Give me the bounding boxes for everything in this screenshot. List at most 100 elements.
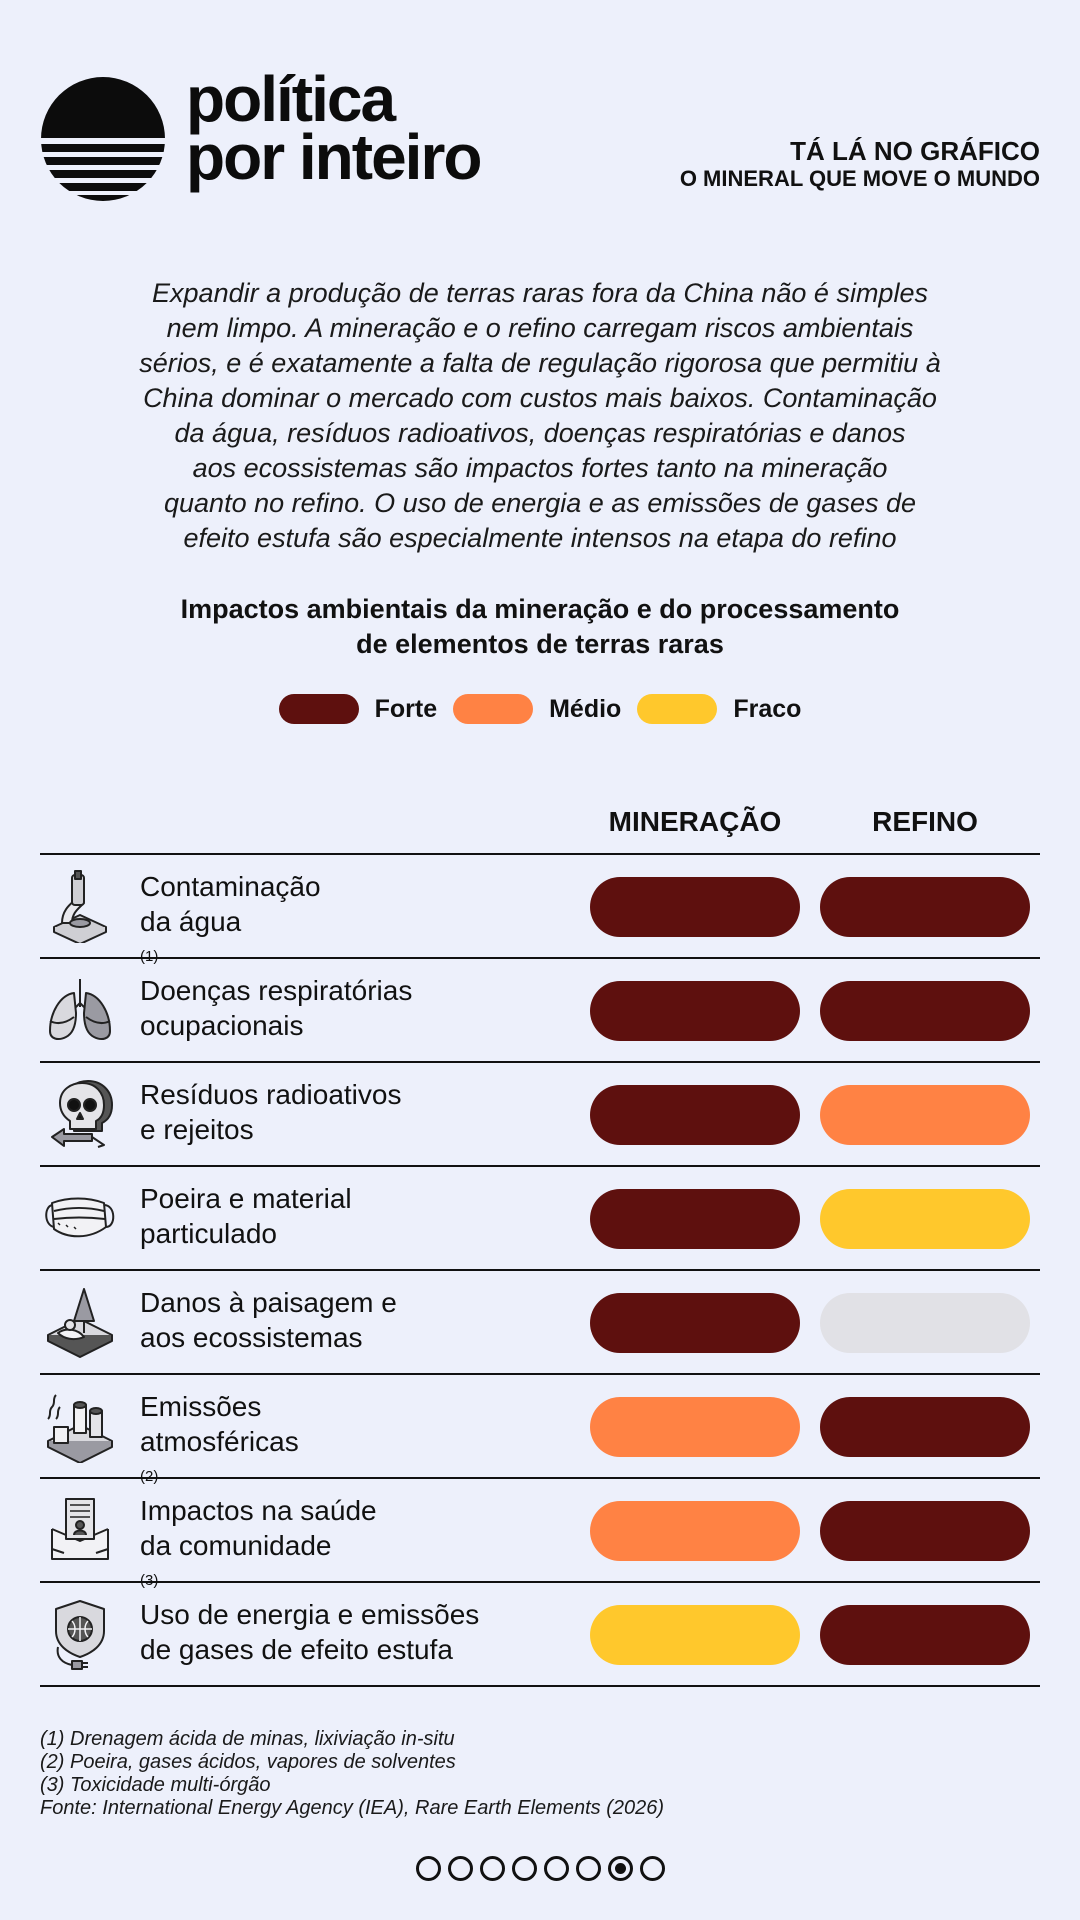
microscope-icon <box>53 870 107 943</box>
chart-title-line-2: de elementos de terras raras <box>356 629 724 659</box>
row-label-line: aos ecossistemas <box>140 1322 363 1353</box>
table-row: Poeira e material particulado <box>40 1167 1040 1271</box>
row-label: Doenças respiratórias ocupacionais <box>140 973 412 1043</box>
column-header-refino: REFINO <box>872 806 978 837</box>
row-label-text: atmosféricas <box>140 1426 299 1457</box>
header: política por inteiro TÁ LÁ NO GRÁFICO O … <box>40 67 1040 206</box>
community-health-icon <box>51 1498 109 1560</box>
legend-swatch <box>453 694 534 724</box>
landscape-tree-icon <box>47 1288 113 1358</box>
row-label: Contaminação da água (1) <box>140 869 321 979</box>
legend-label: Forte <box>374 694 438 723</box>
row-label-line: Emissões <box>140 1391 262 1422</box>
source-note: Fonte: International Energy Agency (IEA)… <box>40 1797 665 1819</box>
page-dot-8[interactable] <box>639 1856 665 1881</box>
table-row: Doenças respiratórias ocupacionais <box>40 959 1040 1063</box>
row-label: Resíduos radioativos e rejeitos <box>140 1077 401 1147</box>
impact-pill-refino <box>820 1605 1030 1665</box>
page-dot-5[interactable] <box>543 1856 569 1881</box>
row-label-line: ocupacionais <box>140 1010 304 1041</box>
row-label-line: Danos à paisagem e <box>140 1287 397 1318</box>
legend-item-forte: Forte <box>278 694 438 724</box>
page-dot-6[interactable] <box>575 1856 601 1881</box>
table-row: Contaminação da água (1) <box>40 855 1040 965</box>
impact-pill-mineracao <box>590 1501 800 1561</box>
page-dot-4[interactable] <box>511 1856 537 1881</box>
legend: Forte Médio Fraco <box>0 694 1080 724</box>
intro-paragraph: Expandir a produção de terras raras fora… <box>60 276 1020 556</box>
intro-line: efeito estufa são especialmente intensos… <box>183 523 897 553</box>
intro-line: quanto no refino. O uso de energia e as … <box>164 488 916 518</box>
intro-line: China dominar o mercado com custos mais … <box>143 383 937 413</box>
lungs-icon <box>49 979 111 1040</box>
page-dot-1[interactable] <box>415 1856 441 1881</box>
impact-pill-mineracao <box>590 877 800 937</box>
footnote: (3) Toxicidade multi-órgão <box>40 1774 271 1796</box>
impact-pill-refino <box>820 1501 1030 1561</box>
row-label: Impactos na saúde da comunidade (3) <box>140 1493 377 1603</box>
row-label: Poeira e material particulado <box>140 1181 352 1251</box>
row-label-line: da água (1) <box>140 904 321 979</box>
row-label: Danos à paisagem e aos ecossistemas <box>140 1285 397 1355</box>
row-label-line: atmosféricas (2) <box>140 1424 299 1499</box>
impact-pill-refino <box>820 877 1030 937</box>
brand-line-2: por inteiro <box>186 121 482 193</box>
intro-line: aos ecossistemas são impactos fortes tan… <box>192 453 888 483</box>
chart-title: Impactos ambientais da mineração e do pr… <box>60 592 1020 662</box>
section-tag: TÁ LÁ NO GRÁFICO O MINERAL QUE MOVE O MU… <box>680 136 1040 192</box>
legend-swatch <box>278 694 359 724</box>
impact-pill-mineracao <box>590 1293 800 1353</box>
table-row: Danos à paisagem e aos ecossistemas <box>40 1271 1040 1375</box>
impact-pill-mineracao <box>590 1085 800 1145</box>
footnote: (2) Poeira, gases ácidos, vapores de sol… <box>40 1751 456 1773</box>
brand-line-1: política <box>186 63 396 135</box>
footnote-ref: (1) <box>140 948 159 965</box>
footnote-ref: (3) <box>140 1572 159 1589</box>
sunset-stripes-logo-icon <box>41 77 165 201</box>
impact-pill-refino <box>820 1397 1030 1457</box>
tag-line-1: TÁ LÁ NO GRÁFICO <box>790 136 1040 166</box>
factory-emissions-icon <box>47 1394 113 1463</box>
table-row: Uso de energia e emissões de gases de ef… <box>40 1583 1040 1687</box>
row-label: Emissões atmosféricas (2) <box>140 1389 299 1499</box>
table-row: Emissões atmosféricas (2) <box>40 1375 1040 1485</box>
page-dot-7[interactable] <box>607 1856 633 1881</box>
row-label-line: de gases de efeito estufa <box>140 1634 453 1665</box>
row-label-line: Doenças respiratórias <box>140 975 413 1006</box>
impact-pill-mineracao <box>590 1189 800 1249</box>
intro-line: da água, resíduos radioativos, doenças r… <box>174 418 906 448</box>
page-dot-2[interactable] <box>447 1856 473 1881</box>
row-label: Uso de energia e emissões de gases de ef… <box>140 1597 479 1667</box>
column-header-mineracao: MINERAÇÃO <box>608 806 782 837</box>
footnote-ref: (2) <box>140 1468 159 1485</box>
impact-pill-refino <box>820 1085 1030 1145</box>
intro-line: sérios, e é exatamente a falta de regula… <box>139 348 941 378</box>
table-row: Impactos na saúde da comunidade (3) <box>40 1479 1040 1589</box>
legend-swatch <box>637 694 718 724</box>
legend-label: Médio <box>549 694 622 723</box>
impact-pill-mineracao <box>590 981 800 1041</box>
page-dot-3[interactable] <box>479 1856 505 1881</box>
impact-pill-mineracao <box>590 1605 800 1665</box>
tag-line-2: O MINERAL QUE MOVE O MUNDO <box>679 166 1040 191</box>
impact-pill-mineracao <box>590 1397 800 1457</box>
row-label-text: da comunidade <box>140 1530 332 1561</box>
legend-item-fraco: Fraco <box>637 694 801 724</box>
legend-item-medio: Médio <box>453 694 621 724</box>
row-label-text: da água <box>140 906 242 937</box>
impact-pill-refino <box>820 1189 1030 1249</box>
row-label-line: particulado <box>140 1218 277 1249</box>
chart-title-line-1: Impactos ambientais da mineração e do pr… <box>180 594 900 624</box>
footnote: (1) Drenagem ácida de minas, lixiviação … <box>40 1728 455 1750</box>
impact-table: Contaminação da água (1) Doenças respirat… <box>40 853 1040 1687</box>
intro-line: Expandir a produção de terras raras fora… <box>152 278 928 308</box>
row-label-line: da comunidade (3) <box>140 1528 377 1603</box>
table-row: Resíduos radioativos e rejeitos <box>40 1063 1040 1167</box>
footnotes: (1) Drenagem ácida de minas, lixiviação … <box>40 1728 664 1820</box>
brand-logo-text[interactable]: política por inteiro <box>186 63 482 193</box>
legend-label: Fraco <box>733 694 802 723</box>
skull-recycle-icon <box>51 1080 113 1148</box>
row-label-line: Resíduos radioativos <box>140 1079 402 1110</box>
face-mask-icon <box>45 1197 115 1238</box>
row-label-line: Poeira e material <box>140 1183 352 1214</box>
